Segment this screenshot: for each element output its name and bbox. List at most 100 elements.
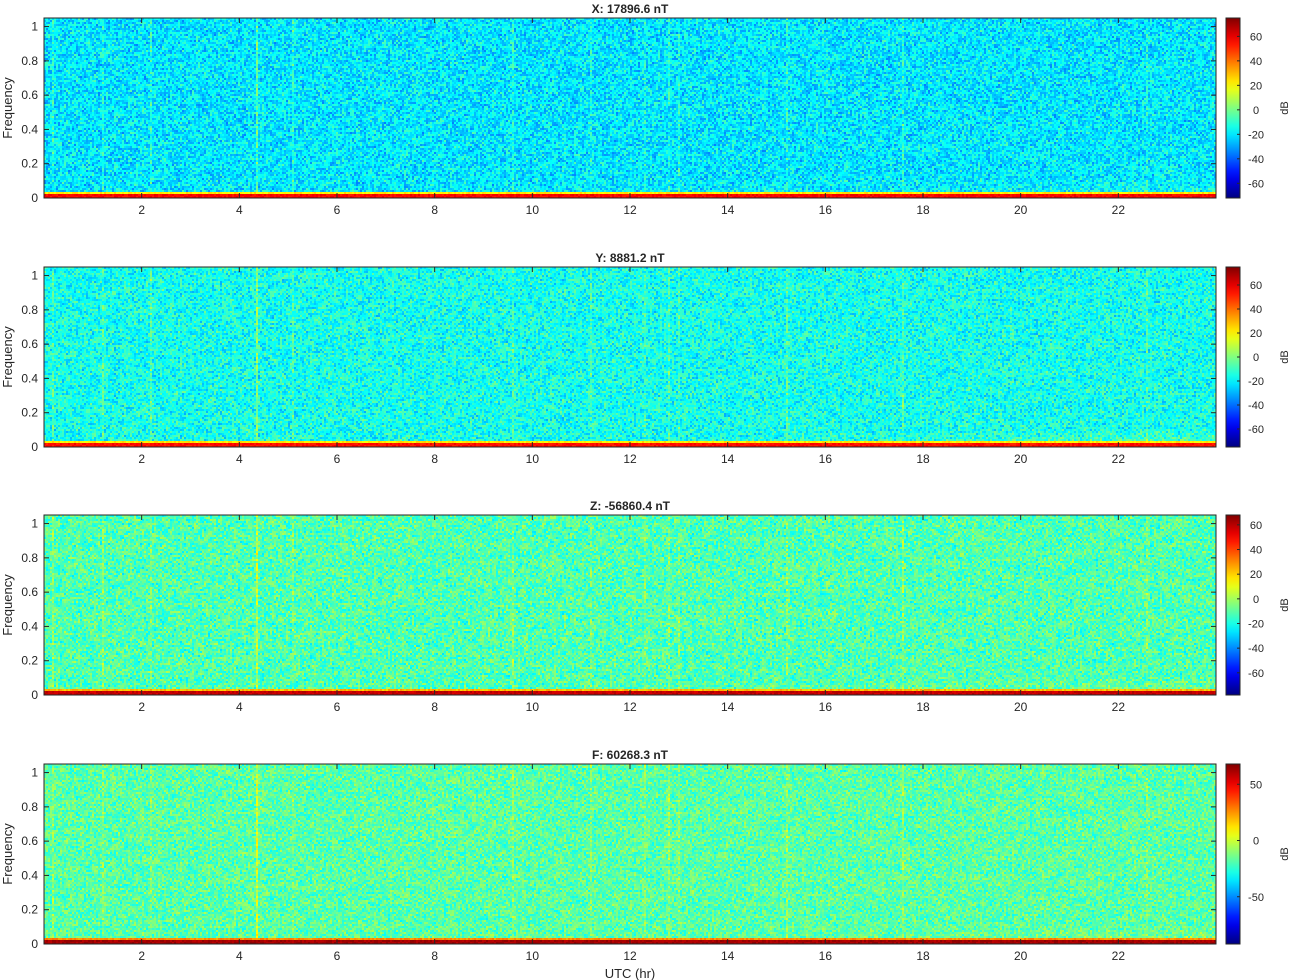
x-tick-label: 6: [334, 700, 341, 714]
x-tick-label: 18: [916, 949, 930, 963]
x-tick-label: 2: [138, 452, 145, 466]
y-tick-label: 0.6: [21, 834, 38, 848]
x-tick-label: 22: [1112, 700, 1126, 714]
x-tick-label: 6: [334, 949, 341, 963]
colorbar-label: dB: [1279, 350, 1291, 363]
x-tick-label: 6: [334, 203, 341, 217]
x-tick-label: 22: [1112, 203, 1126, 217]
colorbar-tick-label: 40: [1250, 304, 1262, 316]
x-tick-label: 14: [721, 949, 735, 963]
panel-title: Y: 8881.2 nT: [595, 251, 665, 265]
x-tick-label: 2: [138, 700, 145, 714]
y-axis-label: Frequency: [0, 574, 15, 636]
x-tick-label: 20: [1014, 203, 1028, 217]
x-tick-label: 14: [721, 452, 735, 466]
y-tick-label: 0.8: [21, 800, 38, 814]
y-tick-label: 0.2: [21, 406, 38, 420]
x-tick-label: 10: [526, 203, 540, 217]
y-tick-label: 0.4: [21, 868, 38, 882]
y-tick-label: 0.4: [21, 619, 38, 633]
spectrogram-panel: Z: -56860.4 nT2 4 6 8 10 12 14 16 18 20 2200.20.40…: [0, 499, 1291, 714]
colorbar-tick-label: 40: [1250, 56, 1262, 68]
colorbar: [1225, 763, 1241, 945]
y-tick-label: 0.6: [21, 337, 38, 351]
spectrogram-panel: Y: 8881.2 nT2 4 6 8 10 12 14 16 18 20 2200.20.40.6…: [0, 251, 1291, 466]
x-tick-label: 20: [1014, 700, 1028, 714]
colorbar-tick-label: -20: [1248, 376, 1264, 388]
x-tick-label: 20: [1014, 452, 1028, 466]
colorbar: [1225, 514, 1241, 696]
colorbar-tick-label: 20: [1250, 328, 1262, 340]
spectrogram-image: [44, 515, 1216, 695]
x-tick-label: 12: [623, 203, 637, 217]
y-tick-label: 0: [31, 440, 38, 454]
colorbar-tick-label: -20: [1248, 618, 1264, 630]
y-tick-label: 0.2: [21, 903, 38, 917]
x-tick-label: 14: [721, 700, 735, 714]
x-tick-label: 16: [819, 203, 833, 217]
x-tick-label: 18: [916, 452, 930, 466]
x-tick-label: 14: [721, 203, 735, 217]
y-tick-label: 0.4: [21, 371, 38, 385]
y-tick-label: 0.8: [21, 303, 38, 317]
x-tick-label: 10: [526, 452, 540, 466]
x-tick-label: 18: [916, 203, 930, 217]
colorbar-tick-label: 0: [1253, 352, 1259, 364]
spectrogram-panel: X: 17896.6 nT2 4 6 8 10 12 14 16 18 20 2200.20.40.…: [0, 2, 1291, 217]
y-tick-label: 0: [31, 191, 38, 205]
x-tick-label: 12: [623, 700, 637, 714]
y-tick-label: 0.8: [21, 54, 38, 68]
x-tick-label: 16: [819, 949, 833, 963]
colorbar-tick-label: -40: [1248, 400, 1264, 412]
colorbar-tick-label: -20: [1248, 129, 1264, 141]
x-tick-label: 8: [431, 949, 438, 963]
colorbar-tick-label: 0: [1253, 105, 1259, 117]
colorbar-label: dB: [1279, 101, 1291, 114]
x-tick-label: 8: [431, 203, 438, 217]
colorbar-label: dB: [1279, 847, 1291, 860]
spectrogram-panel: F: 60268.3 nT2 4 6 8 10 12 14 16 18 20 2200.20.40.…: [0, 748, 1291, 980]
y-tick-label: 0.2: [21, 654, 38, 668]
x-tick-label: 10: [526, 700, 540, 714]
colorbar-tick-label: 50: [1250, 779, 1262, 791]
x-tick-label: 22: [1112, 949, 1126, 963]
y-tick-label: 0.4: [21, 122, 38, 136]
x-tick-label: 20: [1014, 949, 1028, 963]
x-tick-label: 4: [236, 203, 243, 217]
x-axis-label: UTC (hr): [605, 966, 656, 980]
panel-title: X: 17896.6 nT: [592, 2, 669, 16]
colorbar-tick-label: -60: [1248, 424, 1264, 436]
x-tick-label: 6: [334, 452, 341, 466]
colorbar-tick-label: 60: [1250, 31, 1262, 43]
colorbar-tick-label: -40: [1248, 643, 1264, 655]
colorbar-tick-label: 0: [1253, 594, 1259, 606]
y-tick-label: 1: [31, 517, 38, 531]
colorbar-tick-label: -50: [1248, 892, 1264, 904]
y-tick-label: 1: [31, 766, 38, 780]
y-tick-label: 0.2: [21, 157, 38, 171]
colorbar-tick-label: 40: [1250, 545, 1262, 557]
y-tick-label: 0: [31, 937, 38, 951]
y-tick-label: 0.6: [21, 585, 38, 599]
y-tick-label: 1: [31, 20, 38, 34]
colorbar-tick-label: 20: [1250, 80, 1262, 92]
x-tick-label: 4: [236, 452, 243, 466]
x-tick-label: 18: [916, 700, 930, 714]
colorbar-tick-label: 60: [1250, 280, 1262, 292]
x-tick-label: 16: [819, 452, 833, 466]
colorbar: [1225, 17, 1241, 199]
y-axis-label: Frequency: [0, 326, 15, 388]
y-tick-label: 1: [31, 269, 38, 283]
x-tick-label: 2: [138, 203, 145, 217]
colorbar-tick-label: 20: [1250, 569, 1262, 581]
panel-title: F: 60268.3 nT: [592, 748, 669, 762]
x-tick-label: 16: [819, 700, 833, 714]
colorbar-tick-label: -60: [1248, 178, 1264, 190]
spectrogram-image: [44, 18, 1216, 198]
spectrogram-image: [44, 267, 1216, 447]
x-tick-label: 4: [236, 949, 243, 963]
x-tick-label: 4: [236, 700, 243, 714]
x-tick-label: 22: [1112, 452, 1126, 466]
colorbar-tick-label: -60: [1248, 668, 1264, 680]
